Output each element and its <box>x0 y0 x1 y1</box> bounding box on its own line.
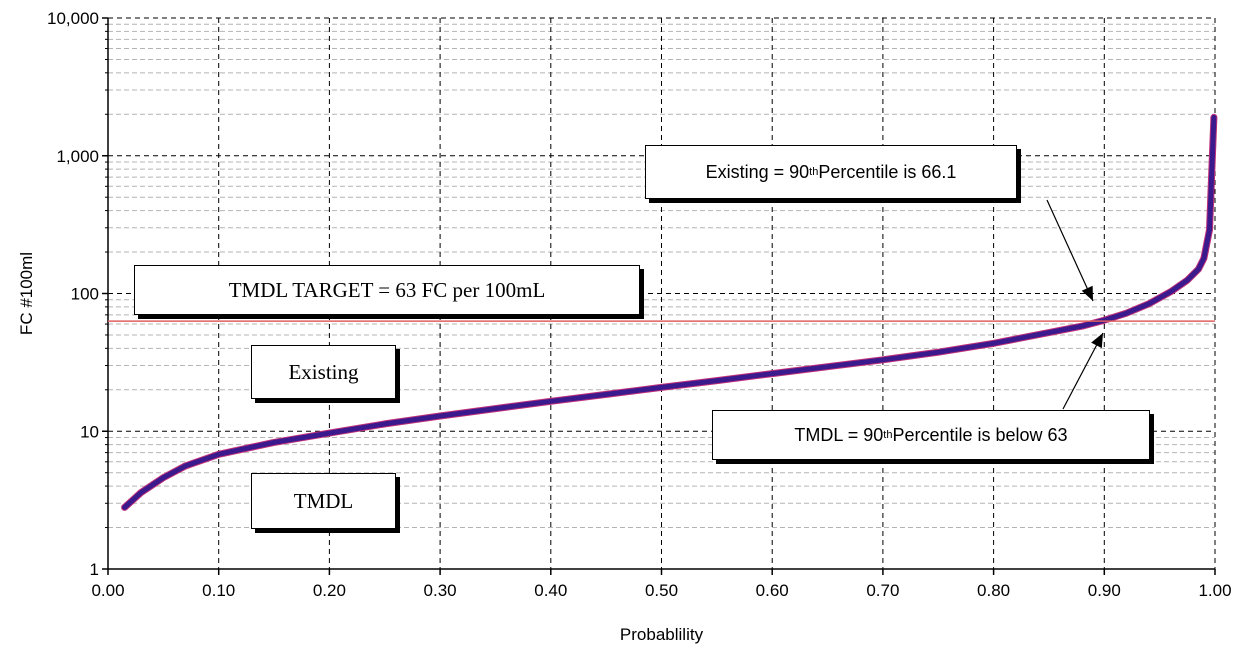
tmdl-percentile-pre: TMDL = 90 <box>794 424 884 445</box>
x-tick-label: 0.70 <box>866 581 899 600</box>
existing-arrow <box>1046 199 1094 302</box>
y-tick-labels: 1 10 100 1,000 10,000 <box>47 9 99 579</box>
y-tick-label: 100 <box>71 285 99 304</box>
axes <box>102 17 1216 575</box>
x-tick-label: 1.00 <box>1198 581 1231 600</box>
annotation-arrows <box>1046 199 1104 410</box>
x-tick-labels: 0.00 0.10 0.20 0.30 0.40 0.50 0.60 0.70 0.80 0.90… <box>91 581 1231 600</box>
x-tick-label: 0.10 <box>202 581 235 600</box>
y-tick-label: 1 <box>90 560 99 579</box>
existing-arrow-head <box>1081 285 1093 301</box>
x-tick-label: 0.20 <box>313 581 346 600</box>
series-line <box>122 114 1217 510</box>
existing-label-text: Existing <box>288 359 359 384</box>
y-axis-title: FC #100ml <box>17 252 36 335</box>
x-tick-label: 0.50 <box>645 581 678 600</box>
x-tick-label: 0.90 <box>1088 581 1121 600</box>
tmdl-label-box: TMDL <box>251 473 396 529</box>
x-tick-label: 0.00 <box>91 581 124 600</box>
existing-label-box: Existing <box>251 345 396 399</box>
grid-lines <box>108 17 1216 569</box>
target-annotation-text: TMDL TARGET = 63 FC per 100mL <box>228 277 546 302</box>
tmdl-arrow <box>1062 332 1104 410</box>
y-tick-label: 10,000 <box>47 9 99 28</box>
series-group <box>121 113 1218 511</box>
existing-percentile-post: Percentile is 66.1 <box>818 161 957 182</box>
x-tick-label: 0.40 <box>534 581 567 600</box>
x-axis-title: Probablility <box>620 625 704 644</box>
x-tick-label: 0.30 <box>424 581 457 600</box>
y-tick-label: 10 <box>80 422 99 441</box>
target-annotation: TMDL TARGET = 63 FC per 100mL <box>134 265 640 315</box>
tmdl-arrow-head <box>1091 333 1103 349</box>
x-tick-label: 0.80 <box>977 581 1010 600</box>
existing-percentile-pre: Existing = 90 <box>705 161 810 182</box>
tmdl-label-text: TMDL <box>293 488 354 513</box>
tmdl-percentile-post: Percentile is below 63 <box>892 424 1068 445</box>
y-tick-label: 1,000 <box>56 147 99 166</box>
x-tick-label: 0.60 <box>756 581 789 600</box>
